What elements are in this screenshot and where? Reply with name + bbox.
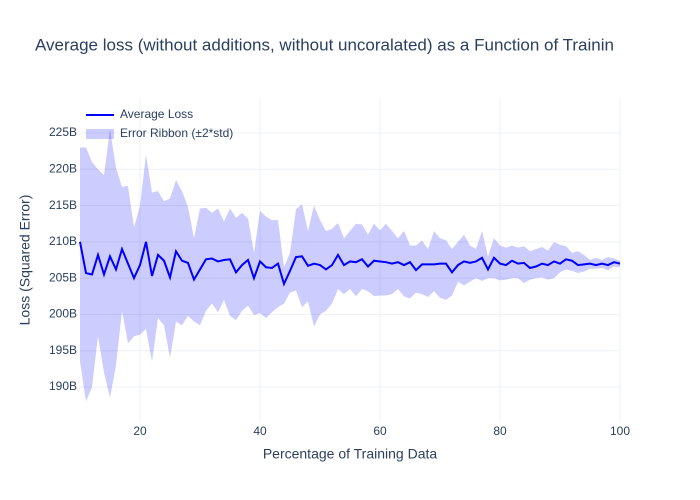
line xyxy=(79,241,621,287)
error-ribbon xyxy=(80,129,620,402)
chart-title: Average loss (without additions, without… xyxy=(35,35,614,54)
x-tick-label: 40 xyxy=(253,424,267,438)
y-tick-label: 215B xyxy=(49,198,77,212)
y-tick-label: 225B xyxy=(49,125,77,139)
y-tick-label: 190B xyxy=(49,379,77,393)
y-tick-label: 220B xyxy=(49,161,77,175)
y-tick-label: 205B xyxy=(49,270,77,284)
x-tick-label: 20 xyxy=(133,424,147,438)
legend-label: Error Ribbon (±2*std) xyxy=(120,126,233,140)
y-tick-label: 210B xyxy=(49,234,77,248)
x-tick-label: 60 xyxy=(373,424,387,438)
legend-swatch xyxy=(86,129,114,139)
x-tick-label: 100 xyxy=(610,424,630,438)
x-axis-title: Percentage of Training Data xyxy=(263,446,438,462)
x-tick-label: 80 xyxy=(493,424,507,438)
y-tick-label: 200B xyxy=(49,307,77,321)
y-tick-label: 195B xyxy=(49,343,77,357)
y-axis-title: Loss (Squared Error) xyxy=(17,195,33,326)
legend-label: Average Loss xyxy=(120,107,193,121)
